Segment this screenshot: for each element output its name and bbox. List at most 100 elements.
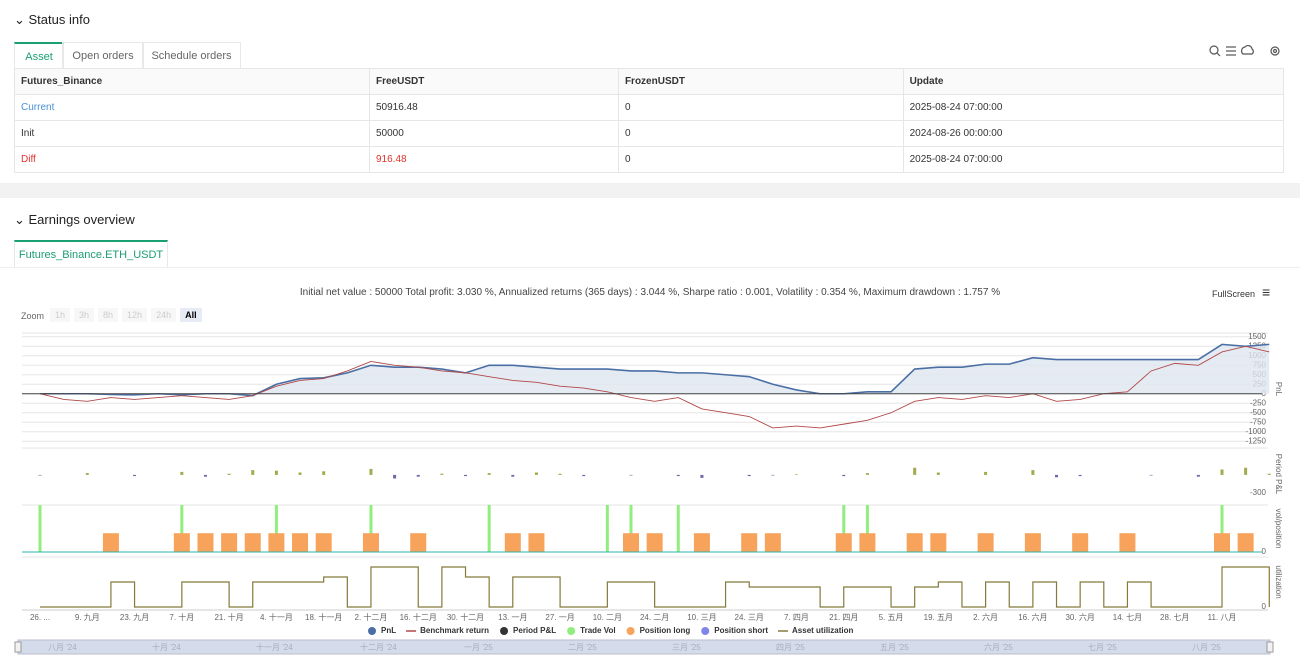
bar — [38, 474, 42, 476]
navigator-label: 十二月 '24 — [360, 642, 397, 652]
bar — [629, 474, 633, 476]
bar — [292, 533, 309, 552]
bar — [646, 533, 663, 552]
earnings-title: Earnings overview — [28, 212, 135, 227]
bar — [558, 473, 562, 475]
legend-label[interactable]: Benchmark return — [420, 626, 489, 635]
x-tick-label: 30. 六月 — [1065, 612, 1094, 622]
bar — [298, 472, 302, 475]
bar — [440, 473, 444, 475]
tab[interactable]: Asset — [14, 42, 64, 70]
x-tick-label: 2. 十二月 — [355, 612, 388, 622]
bar — [1220, 505, 1224, 552]
navigator-label: 八月 '24 — [48, 643, 77, 652]
bar — [906, 533, 923, 552]
bar — [794, 474, 798, 475]
legend-symbol — [626, 627, 635, 635]
benchmark-line — [39, 345, 1270, 429]
bar — [1072, 533, 1089, 552]
zoom-button[interactable]: 24h — [151, 308, 177, 322]
cell: 50916.48 — [369, 94, 619, 121]
x-tick-label: 26. ... — [30, 613, 50, 622]
tab[interactable]: Open orders — [62, 42, 144, 69]
x-tick-label: 9. 九月 — [75, 613, 100, 622]
bar — [1055, 474, 1059, 478]
x-tick-label: 27. 一月 — [545, 613, 574, 622]
bar — [913, 467, 917, 475]
status-header[interactable]: ⌄ Status info — [14, 12, 90, 27]
x-tick-label: 23. 九月 — [120, 613, 149, 622]
y-tick-label: -250 — [1250, 398, 1267, 407]
bar — [865, 473, 869, 475]
legend-label[interactable]: Trade Vol — [580, 626, 615, 635]
fullscreen[interactable]: FullScreen — [1212, 289, 1256, 299]
bar — [1220, 469, 1224, 475]
bar — [1267, 473, 1271, 475]
bar — [180, 505, 184, 552]
earnings-header[interactable]: ⌄ Earnings overview — [14, 212, 135, 227]
legend-label[interactable]: Period P&L — [513, 626, 556, 635]
legend-label[interactable]: PnL — [381, 626, 396, 635]
x-tick-label: 14. 七月 — [1113, 613, 1142, 622]
x-tick-label: 13. 一月 — [498, 613, 527, 622]
header-cell: Update — [902, 68, 1285, 95]
bar — [1237, 533, 1254, 552]
zoom-button[interactable]: All — [180, 308, 202, 322]
bar — [362, 533, 379, 552]
tab[interactable]: Futures_Binance.ETH_USDT — [14, 240, 168, 268]
bar — [771, 474, 775, 476]
toolbar-icons[interactable] — [1208, 44, 1284, 58]
zoom-button[interactable]: 12h — [122, 308, 148, 322]
x-tick-label: 10. 二月 — [593, 613, 622, 622]
bar — [865, 505, 869, 552]
navigator-handle[interactable] — [14, 641, 22, 653]
navigator-label: 五月 '25 — [880, 643, 909, 652]
bar — [251, 470, 255, 475]
bar — [936, 472, 940, 475]
bar — [227, 473, 231, 475]
header-cell: FrozenUSDT — [617, 68, 904, 95]
navigator-label: 十月 '24 — [152, 642, 181, 652]
bar — [274, 505, 278, 552]
zoom-button[interactable]: 1h — [50, 308, 71, 322]
bar — [1024, 533, 1041, 552]
y-tick-label: 0 — [1262, 547, 1267, 556]
y-tick-label: -750 — [1250, 417, 1267, 426]
bar — [835, 533, 852, 552]
legend-label[interactable]: Asset utilization — [792, 626, 853, 635]
x-tick-label: 5. 五月 — [879, 613, 904, 622]
bar — [173, 533, 190, 552]
bar — [930, 533, 947, 552]
bar — [676, 474, 680, 477]
cell: 916.48 — [369, 146, 619, 173]
menu-icon[interactable]: ≡ — [1262, 284, 1271, 300]
x-tick-label: 11. 八月 — [1208, 613, 1237, 622]
bar — [693, 533, 710, 552]
bar — [528, 533, 545, 552]
asset-table: Futures_Binance FreeUSDT FrozenUSDT Update C… — [14, 68, 1285, 173]
cell: 0 — [617, 146, 904, 173]
legend-symbol — [500, 627, 509, 635]
bar — [741, 533, 758, 552]
navigator-handle[interactable] — [1266, 641, 1274, 653]
x-tick-label: 21. 四月 — [829, 613, 858, 622]
legend-label[interactable]: Position short — [714, 626, 768, 635]
x-tick-label: 30. 十二月 — [447, 612, 484, 622]
zoom-button[interactable]: 3h — [74, 308, 95, 322]
navigator-label: 四月 '25 — [776, 643, 805, 652]
navigator-label: 六月 '25 — [984, 642, 1013, 652]
cell: 2025-08-24 07:00:00 — [902, 94, 1285, 121]
bar — [369, 468, 373, 475]
legend-label[interactable]: Position long — [640, 626, 691, 635]
bar — [203, 474, 207, 477]
bar — [582, 474, 586, 477]
tab-line — [0, 267, 1300, 268]
x-tick-label: 7. 四月 — [784, 613, 809, 622]
x-tick-label: 2. 六月 — [973, 612, 998, 622]
bar — [416, 474, 420, 477]
tab[interactable]: Schedule orders — [142, 42, 241, 69]
zoom-button[interactable]: 8h — [98, 308, 119, 322]
y-axis-title: utilization — [1274, 565, 1283, 598]
